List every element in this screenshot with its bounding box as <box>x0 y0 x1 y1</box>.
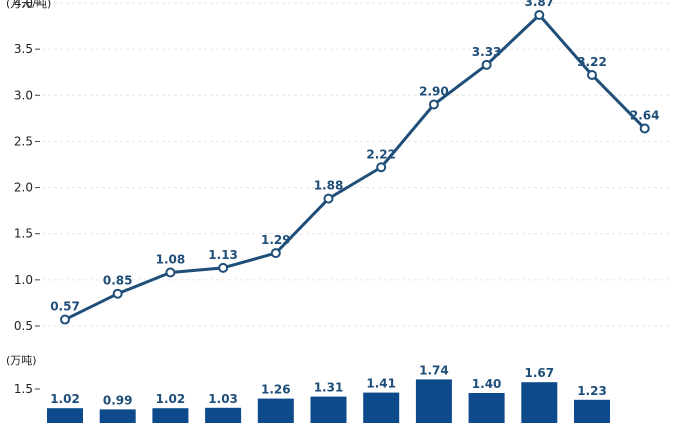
price-data-label: 0.57 <box>50 300 80 314</box>
price-tick-label: 4.0 <box>14 0 33 10</box>
price-data-label: 0.85 <box>103 274 133 288</box>
price-tick-label: 1.0 <box>14 273 33 287</box>
volume-data-label: 1.02 <box>50 392 80 406</box>
volume-data-label: 1.40 <box>472 377 502 391</box>
price-data-label: 2.90 <box>419 85 449 99</box>
volume-bar <box>205 407 242 423</box>
volume-data-label: 1.41 <box>366 377 396 391</box>
price-tick-label: 3.5 <box>14 42 33 56</box>
price-data-label: 1.88 <box>314 179 344 193</box>
price-data-label: 1.13 <box>208 248 238 262</box>
price-data-label: 2.64 <box>630 109 660 123</box>
volume-tick-label: 1.5 <box>14 382 33 396</box>
price-point <box>218 262 229 273</box>
price-line <box>64 13 646 321</box>
price-data-label: 2.22 <box>366 147 396 161</box>
volume-data-label: 0.99 <box>103 393 133 407</box>
volume-bar <box>310 396 347 423</box>
price-point <box>60 314 70 325</box>
price-point <box>165 267 176 278</box>
price-point <box>323 193 334 204</box>
volume-data-label: 1.74 <box>419 363 449 377</box>
price-point <box>270 248 281 259</box>
price-tick-label: 2.0 <box>14 181 33 195</box>
volume-bar <box>47 408 83 423</box>
volume-data-label: 1.23 <box>577 384 607 398</box>
volume-bar <box>574 399 610 423</box>
price-data-label: 1.29 <box>261 233 291 247</box>
price-data-label: 3.87 <box>524 0 554 9</box>
price-tick-label: 2.5 <box>14 134 33 148</box>
volume-data-label: 1.02 <box>156 392 186 406</box>
price-data-label: 3.22 <box>577 55 607 69</box>
price-data-label: 1.08 <box>156 252 186 266</box>
price-point <box>639 123 650 134</box>
volume-bar <box>468 393 505 423</box>
price-point <box>534 9 545 20</box>
price-point <box>112 288 123 299</box>
volume-bar <box>415 379 452 423</box>
volume-bar <box>257 398 294 423</box>
volume-data-label: 1.26 <box>261 383 291 397</box>
volume-data-label: 1.67 <box>524 366 554 380</box>
volume-axis-unit: (万吨) <box>6 354 37 367</box>
volume-data-label: 1.31 <box>314 381 344 395</box>
volume-bar <box>363 392 400 423</box>
price-data-label: 3.33 <box>472 45 502 59</box>
volume-bar <box>152 408 189 423</box>
price-point <box>481 59 492 70</box>
price-point <box>376 162 387 173</box>
volume-bar <box>99 409 136 423</box>
price-axis-unit: (万元/吨) <box>6 0 51 10</box>
price-tick-label: 0.5 <box>14 319 33 333</box>
price-point <box>428 99 439 110</box>
price-tick-label: 3.0 <box>14 88 33 102</box>
volume-bar <box>521 382 558 423</box>
price-point <box>587 69 597 80</box>
price-tick-label: 1.5 <box>14 227 33 241</box>
volume-data-label: 1.03 <box>208 392 238 406</box>
